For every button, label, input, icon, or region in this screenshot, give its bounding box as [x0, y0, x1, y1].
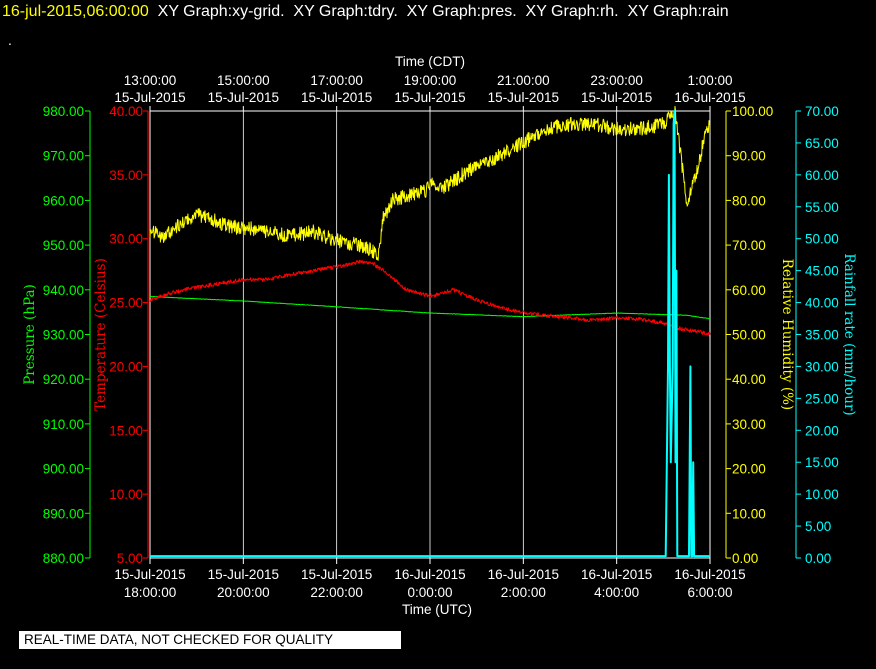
rain-tick-label: 35.00	[805, 328, 839, 343]
rain-tick-label: 60.00	[805, 168, 839, 183]
pressure-axis-title: Pressure (hPa)	[22, 284, 38, 385]
pressure-tick-label: 890.00	[43, 506, 84, 521]
pressure-tick-label: 970.00	[43, 149, 84, 164]
bottom-tick-time: 0:00:00	[407, 585, 452, 600]
temperature-tick-label: 30.00	[109, 232, 143, 247]
pressure-tick-label: 900.00	[43, 462, 84, 477]
pressure-tick-label: 950.00	[43, 238, 84, 253]
temperature-tick-label: 35.00	[109, 168, 143, 183]
humidity-axis-title: Relative Humidity (%)	[779, 259, 795, 410]
rain-series-line	[150, 110, 710, 558]
temperature-tick-label: 40.00	[109, 104, 143, 119]
rain-tick-label: 10.00	[805, 487, 839, 502]
temperature-series-line	[149, 259, 711, 337]
top-tick-time: 19:00:00	[404, 73, 457, 88]
top-tick-time: 1:00:00	[687, 73, 732, 88]
bottom-tick-time: 2:00:00	[501, 585, 546, 600]
bottom-tick-time: 6:00:00	[687, 585, 732, 600]
humidity-tick-label: 60.00	[732, 283, 766, 298]
pressure-tick-label: 880.00	[43, 551, 84, 566]
rain-tick-label: 55.00	[805, 200, 839, 215]
rain-tick-label: 45.00	[805, 264, 839, 279]
top-tick-date: 15-Jul-2015	[394, 90, 465, 105]
humidity-tick-label: 80.00	[732, 193, 766, 208]
rain-tick-label: 40.00	[805, 296, 839, 311]
humidity-series-line	[149, 105, 711, 261]
text-layer: Time (CDT) 13:00:00 15-Jul-2015 15:00:00 15-…	[22, 54, 857, 617]
top-tick-time: 17:00:00	[310, 73, 363, 88]
rain-tick-label: 0.00	[805, 551, 831, 566]
pressure-tick-label: 980.00	[43, 104, 84, 119]
bottom-tick-date: 16-Jul-2015	[581, 567, 652, 582]
bottom-tick-date: 15-Jul-2015	[301, 567, 372, 582]
rain-tick-label: 50.00	[805, 232, 839, 247]
top-tick-date: 15-Jul-2015	[301, 90, 372, 105]
rain-axis-title: Rainfall rate (mm/hour)	[841, 253, 857, 415]
top-tick-date: 15-Jul-2015	[208, 90, 279, 105]
rain-tick-label: 20.00	[805, 423, 839, 438]
temperature-tick-label: 25.00	[109, 296, 143, 311]
rain-tick-label: 5.00	[805, 519, 831, 534]
humidity-tick-label: 20.00	[732, 462, 766, 477]
top-tick-time: 13:00:00	[124, 73, 177, 88]
temperature-tick-label: 5.00	[117, 551, 143, 566]
rain-tick-label: 65.00	[805, 136, 839, 151]
pressure-series-line	[149, 295, 710, 320]
bottom-tick-date: 16-Jul-2015	[674, 567, 745, 582]
temperature-tick-label: 20.00	[109, 359, 143, 374]
pressure-tick-label: 910.00	[43, 417, 84, 432]
bottom-tick-date: 15-Jul-2015	[114, 567, 185, 582]
bottom-tick-time: 4:00:00	[594, 585, 639, 600]
bottom-tick-date: 16-Jul-2015	[488, 567, 559, 582]
top-axis-title: Time (CDT)	[395, 54, 465, 69]
pressure-tick-label: 960.00	[43, 193, 84, 208]
temperature-tick-label: 15.00	[109, 423, 143, 438]
axes-layer	[85, 106, 801, 564]
humidity-tick-label: 40.00	[732, 372, 766, 387]
rain-tick-label: 15.00	[805, 455, 839, 470]
bottom-tick-time: 22:00:00	[310, 585, 363, 600]
bottom-axis-title: Time (UTC)	[402, 602, 472, 617]
bottom-tick-date: 16-Jul-2015	[394, 567, 465, 582]
humidity-tick-label: 0.00	[732, 551, 758, 566]
header-graph-titles: XY Graph:xy-grid. XY Graph:tdry. XY Grap…	[157, 3, 729, 20]
bottom-tick-time: 20:00:00	[217, 585, 270, 600]
pressure-tick-label: 930.00	[43, 328, 84, 343]
humidity-tick-label: 30.00	[732, 417, 766, 432]
bottom-tick-time: 18:00:00	[124, 585, 177, 600]
quality-notice: REAL-TIME DATA, NOT CHECKED FOR QUALITY	[19, 631, 401, 649]
top-tick-time: 23:00:00	[590, 73, 643, 88]
humidity-tick-label: 70.00	[732, 238, 766, 253]
pressure-tick-label: 940.00	[43, 283, 84, 298]
top-tick-time: 15:00:00	[217, 73, 270, 88]
bottom-tick-date: 15-Jul-2015	[208, 567, 279, 582]
pressure-tick-label: 920.00	[43, 372, 84, 387]
series-layer	[149, 105, 711, 558]
top-tick-date: 16-Jul-2015	[674, 90, 745, 105]
humidity-tick-label: 100.00	[732, 104, 773, 119]
temperature-tick-label: 10.00	[109, 487, 143, 502]
rain-tick-label: 70.00	[805, 104, 839, 119]
header-dot: .	[8, 32, 12, 48]
rain-tick-label: 25.00	[805, 391, 839, 406]
header-timestamp: 16-jul-2015,06:00:00	[2, 3, 149, 20]
header-title-bar: 16-jul-2015,06:00:00 XY Graph:xy-grid. X…	[2, 3, 729, 21]
humidity-tick-label: 90.00	[732, 149, 766, 164]
grid-lines	[149, 110, 711, 559]
humidity-tick-label: 10.00	[732, 506, 766, 521]
top-tick-date: 15-Jul-2015	[488, 90, 559, 105]
rain-tick-label: 30.00	[805, 359, 839, 374]
top-tick-date: 15-Jul-2015	[114, 90, 185, 105]
top-tick-date: 15-Jul-2015	[581, 90, 652, 105]
top-tick-time: 21:00:00	[497, 73, 550, 88]
humidity-tick-label: 50.00	[732, 328, 766, 343]
temperature-axis-title: Temperature (Celsius)	[93, 258, 109, 411]
